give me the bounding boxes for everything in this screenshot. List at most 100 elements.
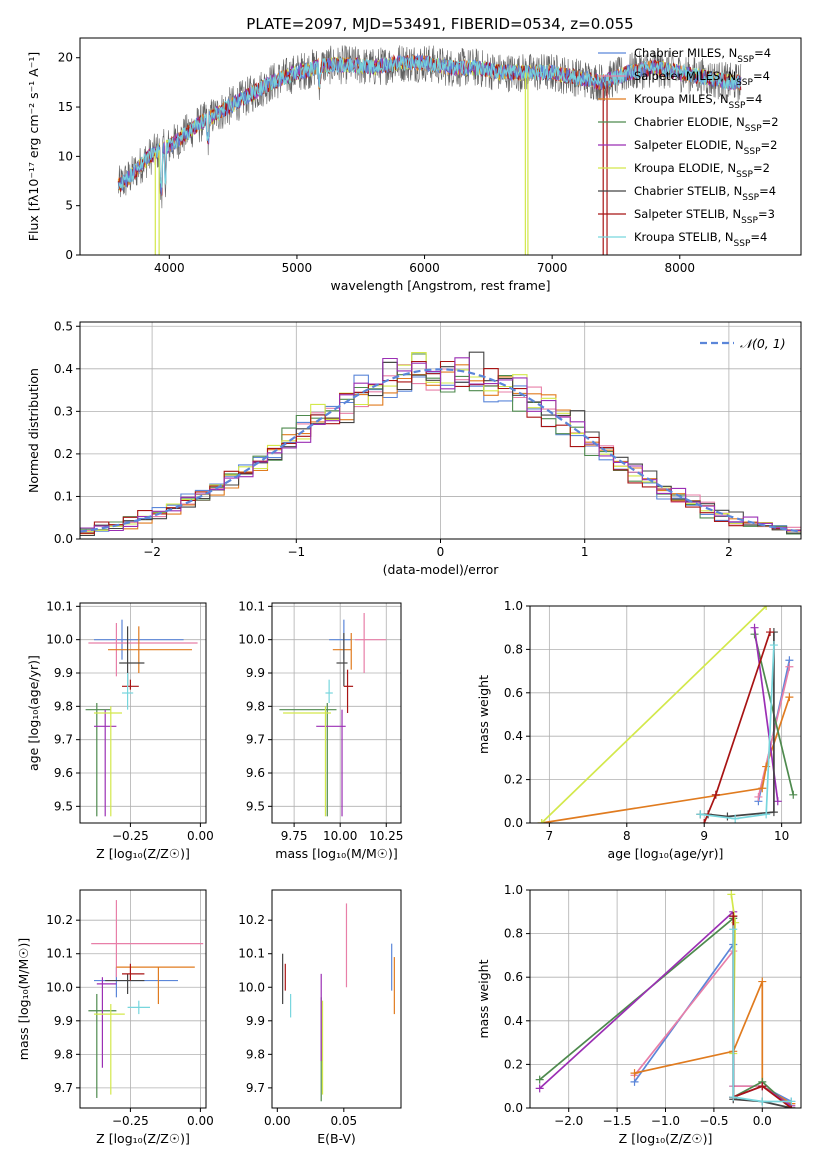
- normal-reference-curve: [80, 368, 799, 533]
- legend-subscript: SSP: [736, 170, 753, 180]
- y-tick-label: 9.5: [54, 799, 73, 813]
- axes-frame: [79, 602, 207, 824]
- y-tick-label: 10.1: [238, 599, 265, 613]
- x-tick-label: 8000: [664, 261, 695, 275]
- y-tick-label: 9.9: [246, 666, 265, 680]
- legend-count: =3: [758, 207, 775, 221]
- weight-marker: [785, 693, 794, 702]
- y-tick-label: 9.7: [246, 733, 265, 747]
- x-tick-label: 0.05: [330, 1114, 357, 1128]
- y-tick-label: 0.4: [504, 729, 523, 743]
- weight-marker: [758, 1097, 767, 1106]
- residual-histogram: [80, 357, 801, 532]
- y-tick-label: 0.5: [54, 319, 73, 333]
- x-tick-label: 0: [437, 545, 445, 559]
- y-tick-label: 20: [58, 51, 73, 65]
- legend-count: =2: [762, 115, 779, 129]
- legend-subscript: SSP: [729, 101, 746, 111]
- x-tick-label: 10.00: [323, 829, 357, 843]
- residual-histogram: [80, 360, 801, 534]
- weight-marker: [727, 890, 736, 899]
- y-tick-label: 0.6: [504, 970, 523, 984]
- y-tick-label: 9.6: [246, 766, 265, 780]
- legend-subscript: SSP: [737, 55, 754, 65]
- weight-lines: [535, 890, 796, 1108]
- weight-line: [700, 645, 775, 820]
- error-bars: [282, 903, 395, 1102]
- y-tick-label: 0.0: [54, 532, 73, 546]
- y-tick-label: 5: [65, 199, 73, 213]
- y-tick-label: 15: [58, 100, 73, 114]
- mass-vs-metallicity-panel: −0.25 0.00 9.7 9.8 9.9 10.0 10.1 10.2 Z [log₁₀(Z…: [16, 889, 214, 1146]
- y-tick-label: 9.7: [54, 733, 73, 747]
- y-axis-label: mass weight: [476, 675, 491, 754]
- legend-count: =4: [753, 69, 770, 83]
- age-vs-mass-panel: 9.75 10.00 10.25 9.5 9.6 9.7 9.8 9.9 10.0 10.1 mas…: [238, 599, 403, 861]
- y-tick-label: 0.8: [504, 927, 523, 941]
- y-tick-label: 0.1: [54, 489, 73, 503]
- weight-marker: [731, 814, 740, 823]
- legend-subscript: SSP: [734, 239, 751, 249]
- weight-marker: [769, 641, 778, 650]
- y-axis-label: mass [log₁₀(M/M☉)]: [16, 938, 31, 1060]
- y-tick-label: 9.7: [54, 1081, 73, 1095]
- age-vs-metallicity-panel: −0.25 0.00 9.5 9.6 9.7 9.8 9.9 10.0 10.1 Z [log₁₀…: [26, 599, 214, 861]
- x-tick-label: 7000: [537, 261, 568, 275]
- x-axis-label: Z [log₁₀(Z/Z☉)]: [96, 846, 190, 861]
- weight-marker: [769, 808, 778, 817]
- x-tick-label: 0.00: [187, 1114, 214, 1128]
- weight-line: [541, 606, 767, 823]
- x-tick-label: 10.25: [369, 829, 403, 843]
- y-tick-label: 9.9: [54, 1014, 73, 1028]
- weight-marker: [773, 797, 782, 806]
- weight-marker: [766, 628, 775, 637]
- weight-marker: [537, 819, 546, 823]
- chart-title: PLATE=2097, MJD=53491, FIBERID=0534, z=0…: [246, 15, 633, 33]
- weight-line: [541, 696, 791, 823]
- y-tick-label: 1.0: [504, 599, 523, 613]
- weight-line: [633, 941, 792, 1103]
- y-tick-label: 10.2: [238, 913, 265, 927]
- legend-count: =4: [754, 46, 771, 60]
- x-tick-label: −0.25: [112, 1114, 149, 1128]
- y-axis-label: mass weight: [476, 959, 491, 1038]
- error-bars: [85, 619, 198, 817]
- y-tick-label: 0.4: [504, 1014, 523, 1028]
- x-tick-label: 0.00: [187, 829, 214, 843]
- weight-marker: [723, 812, 732, 821]
- y-tick-label: 0.3: [54, 404, 73, 418]
- axes-frame: [79, 889, 207, 1109]
- y-tick-label: 10.2: [46, 913, 73, 927]
- legend-label: Salpeter STELIB, NSSP=3: [634, 207, 775, 226]
- x-axis-label: (data-model)/error: [383, 562, 500, 577]
- weight-marker: [758, 977, 767, 986]
- x-tick-label: 5000: [282, 261, 313, 275]
- weight-marker: [535, 1075, 544, 1084]
- y-tick-label: 9.7: [246, 1081, 265, 1095]
- y-tick-label: 0.8: [504, 642, 523, 656]
- weight-marker: [729, 1093, 738, 1102]
- spectrum-panel: PLATE=2097, MJD=53491, FIBERID=0534, z=0…: [26, 15, 802, 293]
- weight-marker: [750, 623, 759, 632]
- y-tick-label: 9.9: [54, 666, 73, 680]
- x-tick-label: 1: [581, 545, 589, 559]
- weight-marker: [700, 819, 709, 823]
- y-tick-label: 10.1: [46, 947, 73, 961]
- legend-label: Kroupa STELIB, NSSP=4: [634, 230, 767, 249]
- x-axis-label: Z [log₁₀(Z/Z☉)]: [96, 1131, 190, 1146]
- legend-label: Chabrier ELODIE, NSSP=2: [634, 115, 779, 134]
- y-tick-label: 9.5: [246, 799, 265, 813]
- x-tick-label: −2.0: [554, 1114, 583, 1128]
- y-tick-label: 0.0: [504, 816, 523, 830]
- weight-marker: [789, 790, 798, 799]
- legend-count: =4: [750, 230, 767, 244]
- weight-line: [634, 981, 792, 1105]
- y-tick-label: 10.0: [46, 980, 73, 994]
- y-tick-label: 10.1: [238, 947, 265, 961]
- y-tick-label: 9.8: [246, 699, 265, 713]
- weight-marker: [785, 662, 794, 671]
- y-tick-label: 10.0: [238, 633, 265, 647]
- legend-count: =4: [759, 184, 776, 198]
- weight-vs-metallicity-panel: −2.0 −1.5 −1.0 −0.5 0.0 0.0 0.2 0.4 0.6 0.8 1.0 Z […: [476, 883, 802, 1146]
